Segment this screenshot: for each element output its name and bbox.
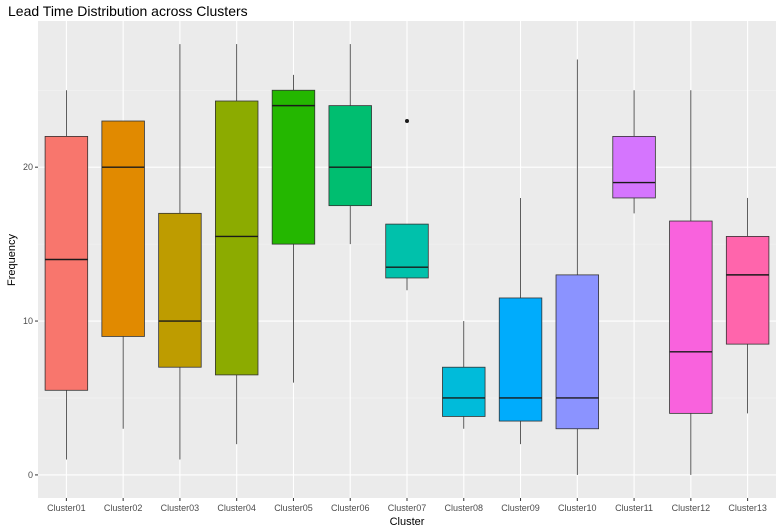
box-body (158, 212, 202, 368)
y-axis-ticks: 0 10 20 (23, 162, 38, 480)
box-cluster03 (158, 44, 202, 460)
box-body (498, 297, 543, 422)
box-series (44, 44, 770, 475)
x-axis-ticks: Cluster01 Cluster02 Cluster03 Cluster04 Clus… (47, 498, 767, 513)
box-body (385, 223, 429, 279)
x-tick-label: Cluster07 (388, 503, 427, 513)
box-cluster01 (44, 90, 89, 460)
y-axis-label: Frequency (6, 234, 18, 286)
box-cluster10 (555, 59, 599, 475)
x-tick-label: Cluster02 (104, 503, 143, 513)
box-cluster04 (215, 44, 259, 445)
box-cluster11 (612, 90, 656, 214)
box-body (555, 274, 599, 430)
box-body (725, 236, 770, 345)
box-cluster05 (271, 74, 316, 383)
x-tick-label: Cluster01 (47, 503, 86, 513)
x-tick-label: Cluster06 (331, 503, 370, 513)
x-tick-label: Cluster13 (728, 503, 767, 513)
x-tick-label: Cluster09 (501, 503, 540, 513)
x-axis-label: Cluster (390, 516, 425, 528)
x-tick-label: Cluster12 (672, 503, 711, 513)
box-body (442, 366, 486, 417)
outlier-point (405, 119, 409, 124)
x-tick-label: Cluster08 (445, 503, 484, 513)
box-body (44, 136, 89, 391)
box-cluster07 (385, 119, 429, 291)
chart-title: Lead Time Distribution across Clusters (8, 3, 248, 19)
x-tick-label: Cluster03 (161, 503, 200, 513)
x-tick-label: Cluster10 (558, 503, 597, 513)
box-body (669, 220, 713, 414)
box-cluster08 (442, 321, 486, 429)
box-cluster06 (328, 44, 372, 245)
box-body (215, 100, 259, 376)
y-tick-label: 20 (23, 162, 33, 172)
x-tick-label: Cluster04 (217, 503, 256, 513)
y-tick-label: 10 (23, 316, 33, 326)
box-body (271, 89, 316, 245)
box-cluster09 (498, 197, 543, 445)
box-cluster12 (669, 90, 713, 475)
box-body (328, 105, 372, 207)
box-body (612, 136, 656, 199)
box-body (101, 120, 145, 337)
y-tick-label: 0 (28, 470, 33, 480)
box-cluster02 (101, 120, 145, 429)
x-tick-label: Cluster05 (274, 503, 313, 513)
box-cluster13 (725, 197, 770, 414)
x-tick-label: Cluster11 (615, 503, 653, 513)
